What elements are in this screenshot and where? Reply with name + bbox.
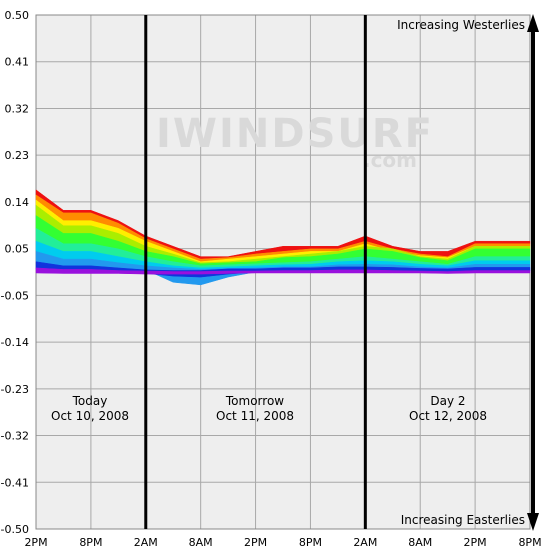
watermark: IWINDSURF .com <box>156 111 434 172</box>
day-dividers <box>144 15 367 529</box>
y-tick-label: 0.14 <box>5 196 30 209</box>
day-label-date: Oct 11, 2008 <box>216 409 294 423</box>
x-tick-label: 8AM <box>408 536 432 549</box>
right-arrow <box>527 14 539 531</box>
y-tick-label: -0.50 <box>1 523 29 536</box>
watermark-dotcom: .com <box>363 148 417 172</box>
y-tick-label: 0.32 <box>5 102 30 115</box>
y-tick-label: 0.05 <box>5 243 30 256</box>
day-label-name: Today <box>72 394 108 408</box>
y-tick-label: -0.41 <box>1 476 29 489</box>
arrow-up-icon <box>527 14 539 32</box>
y-axis: 0.50 0.41 0.32 0.23 0.14 0.05 -0.05 -0.14 -0.23 -… <box>1 9 29 536</box>
y-tick-label: 0.23 <box>5 149 30 162</box>
y-tick-label: -0.14 <box>1 336 29 349</box>
bottom-annotation: Increasing Easterlies <box>401 513 525 527</box>
y-tick-label: -0.23 <box>1 383 29 396</box>
x-tick-label: 8PM <box>518 536 541 549</box>
day-label-date: Oct 12, 2008 <box>409 409 487 423</box>
day-label-name: Tomorrow <box>225 394 284 408</box>
x-tick-label: 2AM <box>353 536 377 549</box>
top-annotation: Increasing Westerlies <box>397 18 525 32</box>
watermark-main: IWINDSURF <box>156 111 434 157</box>
y-tick-label: -0.05 <box>1 289 29 302</box>
x-axis: 2PM 8PM 2AM 8AM 2PM 8PM 2AM 8AM 2PM 8PM <box>24 536 541 549</box>
x-tick-label: 2PM <box>24 536 47 549</box>
x-tick-label: 8PM <box>299 536 322 549</box>
y-tick-label: 0.41 <box>5 56 30 69</box>
x-tick-label: 8PM <box>79 536 102 549</box>
day-label-date: Oct 10, 2008 <box>51 409 129 423</box>
arrow-down-icon <box>527 513 539 531</box>
y-tick-label: -0.32 <box>1 430 29 443</box>
x-tick-label: 8AM <box>189 536 213 549</box>
x-tick-label: 2AM <box>134 536 158 549</box>
x-tick-label: 2PM <box>464 536 487 549</box>
y-tick-label: 0.50 <box>5 9 30 22</box>
x-tick-label: 2PM <box>244 536 267 549</box>
forecast-bands <box>35 189 531 286</box>
day-label-name: Day 2 <box>430 394 465 408</box>
forecast-band-9 <box>35 267 531 275</box>
